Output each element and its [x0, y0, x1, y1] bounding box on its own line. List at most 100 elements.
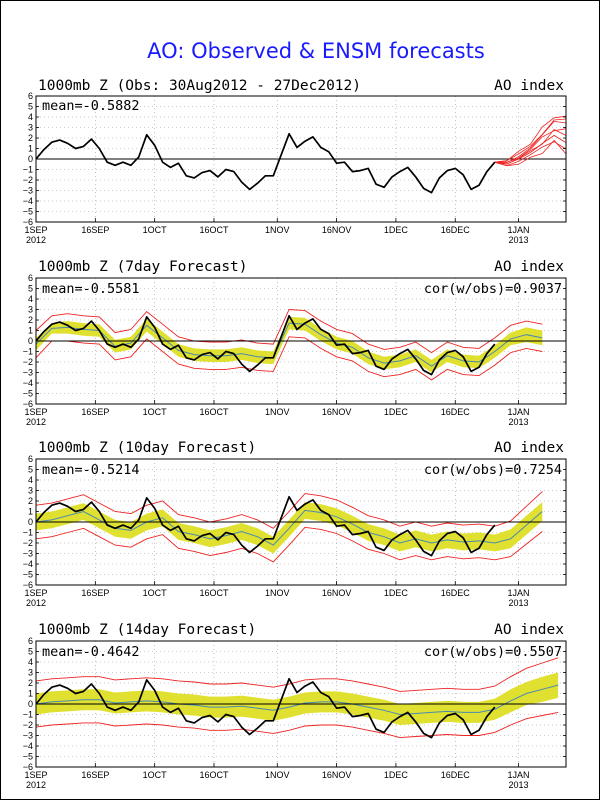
- y-tick-label: −2: [23, 175, 33, 185]
- correlation-label: cor(w/obs)=0.7254: [424, 462, 562, 478]
- y-tick-label: 4: [28, 294, 33, 304]
- figure-title: AO: Observed & ENSM forecasts: [147, 39, 485, 63]
- x-tick-label: 1DEC: [384, 588, 409, 598]
- x-tick-label: 1SEP: [24, 588, 47, 598]
- ensemble-upper-bound: [35, 309, 543, 354]
- observed-line: [35, 314, 496, 376]
- x-tick-label: 16OCT: [199, 225, 229, 235]
- x-tick-label: 1OCT: [143, 770, 168, 780]
- y-tick-label: 1: [28, 507, 33, 517]
- y-tick-label: −1: [23, 347, 33, 357]
- correlation-label: cor(w/obs)=0.5507: [424, 644, 562, 660]
- x-tick-label: 16NOV: [322, 588, 352, 598]
- x-tick-label: 16DEC: [441, 770, 471, 780]
- x-tick-label: 16DEC: [441, 225, 471, 235]
- y-tick-label: −4: [23, 741, 33, 751]
- x-tick-year-label: 2012: [26, 417, 46, 427]
- x-tick-label: 16OCT: [199, 770, 229, 780]
- ensemble-member-line: [494, 120, 567, 164]
- x-tick-label: 16NOV: [322, 407, 352, 417]
- y-tick-label: −5: [23, 389, 33, 399]
- panel-7day: 1000mb Z (7day Forecast) AO index −6−5−4…: [23, 259, 567, 427]
- y-tick-label: −3: [23, 186, 33, 196]
- observed-line: [35, 677, 496, 739]
- y-tick-label: −6: [23, 762, 33, 772]
- y-tick-label: 2: [28, 496, 33, 506]
- y-tick-label: 5: [28, 284, 33, 294]
- ensemble-member-line: [494, 128, 567, 165]
- x-tick-label: 1JAN: [508, 770, 530, 780]
- x-tick-label: 1JAN: [508, 407, 530, 417]
- y-tick-label: −6: [23, 580, 33, 590]
- panel-title: 1000mb Z (14day Forecast): [38, 622, 256, 638]
- x-tick-label: 1SEP: [24, 407, 47, 417]
- y-tick-label: −6: [23, 399, 33, 409]
- y-tick-label: −3: [23, 549, 33, 559]
- y-tick-label: 4: [28, 657, 33, 667]
- x-tick-year-label: 2012: [26, 780, 46, 790]
- x-tick-label: 1SEP: [24, 770, 47, 780]
- y-tick-label: 1: [28, 326, 33, 336]
- x-tick-label: 1NOV: [265, 770, 290, 780]
- x-tick-year-label: 2013: [509, 417, 529, 427]
- panel-right-label: AO index: [494, 259, 564, 275]
- correlation-label: cor(w/obs)=0.9037: [424, 281, 562, 297]
- x-tick-label: 1OCT: [143, 225, 168, 235]
- panel-right-label: AO index: [494, 622, 564, 638]
- x-tick-label: 1JAN: [508, 588, 530, 598]
- observed-line: [35, 132, 496, 194]
- x-tick-label: 16NOV: [322, 225, 352, 235]
- y-tick-label: 2: [28, 315, 33, 325]
- y-tick-label: −1: [23, 528, 33, 538]
- ensemble-upper-bound: [35, 657, 559, 692]
- y-tick-label: 0: [28, 699, 33, 709]
- y-tick-label: 6: [28, 636, 33, 646]
- panel-right-label: AO index: [494, 78, 564, 94]
- x-tick-label: 1DEC: [384, 225, 409, 235]
- x-tick-label: 16SEP: [81, 225, 109, 235]
- x-tick-label: 16OCT: [199, 588, 229, 598]
- x-tick-label: 16NOV: [322, 770, 352, 780]
- mean-label: mean=-0.5214: [42, 462, 140, 478]
- y-tick-label: 2: [28, 133, 33, 143]
- y-tick-label: 5: [28, 102, 33, 112]
- x-tick-label: 1DEC: [384, 770, 409, 780]
- y-tick-label: 3: [28, 668, 33, 678]
- y-tick-label: 5: [28, 465, 33, 475]
- y-tick-label: −4: [23, 196, 33, 206]
- y-tick-label: 6: [28, 454, 33, 464]
- x-tick-year-label: 2012: [26, 598, 46, 608]
- y-tick-label: −2: [23, 538, 33, 548]
- x-tick-label: 1DEC: [384, 407, 409, 417]
- ensemble-mean-line: [35, 684, 559, 716]
- y-tick-label: −2: [23, 357, 33, 367]
- y-tick-label: −5: [23, 570, 33, 580]
- x-tick-year-label: 2013: [509, 598, 529, 608]
- y-tick-label: 0: [28, 517, 33, 527]
- mean-label: mean=-0.5882: [42, 98, 140, 114]
- x-tick-label: 1SEP: [24, 225, 47, 235]
- y-tick-label: −4: [23, 378, 33, 388]
- ensemble-lower-bound: [35, 336, 543, 381]
- x-tick-label: 16DEC: [441, 407, 471, 417]
- y-tick-label: −2: [23, 720, 33, 730]
- panel-title: 1000mb Z (10day Forecast): [38, 440, 256, 456]
- ensemble-member-line: [494, 115, 567, 163]
- x-tick-label: 1OCT: [143, 407, 168, 417]
- y-tick-label: −5: [23, 207, 33, 217]
- y-tick-label: 0: [28, 336, 33, 346]
- x-tick-label: 16OCT: [199, 407, 229, 417]
- ensemble-upper-bound: [35, 491, 543, 529]
- mean-label: mean=-0.4642: [42, 644, 140, 660]
- y-tick-label: 3: [28, 305, 33, 315]
- panel-14day: 1000mb Z (14day Forecast) AO index −6−5−…: [23, 622, 567, 790]
- mean-label: mean=-0.5581: [42, 281, 140, 297]
- x-tick-label: 1OCT: [143, 588, 168, 598]
- x-tick-label: 1NOV: [265, 588, 290, 598]
- y-tick-label: 4: [28, 475, 33, 485]
- ensemble-mean-line: [35, 509, 543, 546]
- panel-10day: 1000mb Z (10day Forecast) AO index −6−5−…: [23, 440, 567, 608]
